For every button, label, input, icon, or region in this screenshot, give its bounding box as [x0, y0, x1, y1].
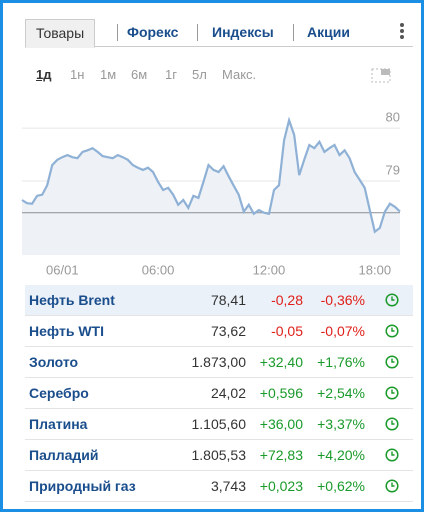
change: -0,05	[271, 323, 303, 339]
commodity-name: Нефть Brent	[29, 292, 115, 308]
x-tick-label: 12:00	[253, 262, 286, 277]
change-percent: -0,36%	[320, 292, 365, 308]
table-row[interactable]: Палладий 1.805,53 +72,83 +4,20%	[25, 440, 413, 471]
y-tick-label: 80	[386, 110, 400, 125]
table-row[interactable]: Нефть WTI 73,62 -0,05 -0,07%	[25, 316, 413, 347]
change: +36,00	[259, 416, 303, 432]
change-percent: +0,62%	[317, 478, 365, 494]
price: 1.105,60	[191, 416, 247, 432]
commodity-name: Золото	[29, 354, 79, 370]
commodity-name: Платина	[29, 416, 88, 432]
change-percent: +4,20%	[317, 447, 365, 463]
clock-icon	[385, 324, 399, 338]
tab[interactable]: Индексы	[212, 24, 274, 40]
clock-hands	[391, 358, 395, 363]
range-button[interactable]: Макс.	[222, 67, 257, 82]
separator	[293, 24, 294, 41]
clock-icon	[385, 448, 399, 462]
clock-face	[385, 293, 399, 307]
table-row[interactable]: Нефть Brent 78,41 -0,28 -0,36%	[25, 285, 413, 316]
commodity-name: Серебро	[29, 385, 89, 401]
price: 73,62	[210, 323, 246, 339]
change-percent: +2,54%	[317, 385, 365, 401]
tab[interactable]: Акции	[307, 24, 350, 40]
clock-hands	[391, 327, 395, 332]
clock-hands	[391, 482, 395, 487]
clock-hands	[391, 296, 395, 301]
x-tick-label: 06:00	[142, 262, 175, 277]
area	[22, 120, 400, 255]
clock-hands	[391, 389, 395, 394]
separator	[117, 24, 118, 41]
change-percent: -0,07%	[320, 323, 365, 339]
range-button[interactable]: 6м	[131, 67, 148, 82]
tab[interactable]: Форекс	[127, 24, 179, 40]
price: 1.873,00	[191, 354, 247, 370]
expand-icon-part	[381, 69, 390, 75]
clock-face	[385, 417, 399, 431]
separator	[197, 24, 198, 41]
range-button[interactable]: 1д	[36, 67, 52, 82]
quotes-table: Нефть Brent 78,41 -0,28 -0,36% Нефть WTI 73,6…	[25, 285, 413, 502]
clock-hands	[391, 420, 395, 425]
change: +72,83	[259, 447, 303, 463]
clock-face	[385, 324, 399, 338]
x-tick-label: 18:00	[359, 262, 392, 277]
price: 78,41	[210, 292, 246, 308]
clock-icon	[385, 293, 399, 307]
range-button[interactable]: 1м	[100, 67, 117, 82]
y-tick-label: 79	[386, 162, 400, 177]
clock-icon	[385, 417, 399, 431]
change-percent: +1,76%	[317, 354, 365, 370]
range-button[interactable]: 1г	[165, 67, 177, 82]
commodity-name: Палладий	[29, 447, 99, 463]
clock-icon	[385, 479, 399, 493]
range-button[interactable]: 1н	[70, 67, 85, 82]
tab[interactable]: Товары	[25, 19, 96, 48]
tab-bar: Товары Форекс Индексы Акции	[25, 19, 413, 48]
clock-face	[385, 479, 399, 493]
range-button[interactable]: 5л	[192, 67, 207, 82]
clock-icon	[385, 355, 399, 369]
table-row[interactable]: Платина 1.105,60 +36,00 +3,37%	[25, 409, 413, 440]
clock-face	[385, 448, 399, 462]
table-row[interactable]: Серебро 24,02 +0,596 +2,54%	[25, 378, 413, 409]
commodity-name: Нефть WTI	[29, 323, 104, 339]
change: +32,40	[259, 354, 303, 370]
table-row[interactable]: Природный газ 3,743 +0,023 +0,62%	[25, 471, 413, 502]
change-percent: +3,37%	[317, 416, 365, 432]
clock-face	[385, 355, 399, 369]
price: 24,02	[210, 385, 246, 401]
price: 1.805,53	[191, 447, 247, 463]
price-line	[21, 116, 401, 234]
price: 3,743	[210, 478, 246, 494]
commodity-name: Природный газ	[29, 478, 136, 494]
menu-button[interactable]	[400, 23, 404, 41]
change: -0,28	[271, 292, 303, 308]
change: +0,596	[259, 385, 303, 401]
clock-face	[385, 386, 399, 400]
clock-icon	[385, 386, 399, 400]
clock-hands	[391, 451, 395, 456]
x-tick-label: 06/01	[46, 262, 79, 277]
table-row[interactable]: Золото 1.873,00 +32,40 +1,76%	[25, 347, 413, 378]
change: +0,023	[259, 478, 303, 494]
